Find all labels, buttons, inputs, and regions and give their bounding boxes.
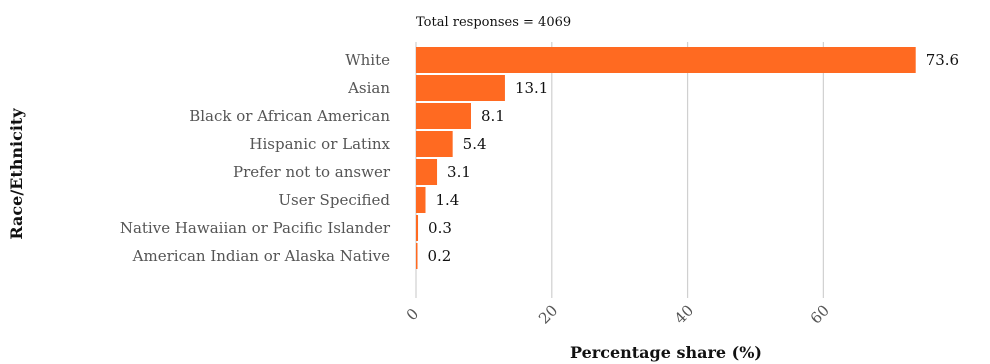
bar bbox=[416, 187, 426, 213]
value-label: 73.6 bbox=[926, 51, 959, 69]
category-label: White bbox=[345, 51, 390, 69]
bar bbox=[416, 243, 418, 269]
bar bbox=[416, 159, 438, 185]
x-tick-label: 40 bbox=[671, 301, 697, 327]
value-label: 5.4 bbox=[463, 135, 487, 153]
category-labels: White Asian Black or African American Hispa… bbox=[120, 51, 391, 265]
x-tick-labels: 0 20 40 60 bbox=[403, 301, 833, 327]
category-label: Asian bbox=[347, 79, 390, 97]
value-label: 3.1 bbox=[447, 163, 471, 181]
value-label: 8.1 bbox=[481, 107, 505, 125]
bar bbox=[416, 75, 505, 101]
bars bbox=[416, 47, 916, 269]
category-label: Native Hawaiian or Pacific Islander bbox=[120, 219, 391, 237]
x-tick-label: 60 bbox=[807, 301, 833, 327]
x-axis-title: Percentage share (%) bbox=[570, 343, 762, 362]
value-label: 0.3 bbox=[428, 219, 452, 237]
category-label: Prefer not to answer bbox=[233, 163, 391, 181]
value-label: 0.2 bbox=[428, 247, 452, 265]
category-label: Black or African American bbox=[189, 107, 390, 125]
value-labels: 73.6 13.1 8.1 5.4 3.1 1.4 0.3 0.2 bbox=[428, 51, 960, 265]
x-tick-label: 0 bbox=[403, 305, 422, 324]
bar bbox=[416, 215, 419, 241]
value-label: 1.4 bbox=[436, 191, 460, 209]
bar bbox=[416, 47, 916, 73]
bar bbox=[416, 103, 471, 129]
x-tick-label: 20 bbox=[535, 301, 561, 327]
total-responses-note: Total responses = 4069 bbox=[416, 15, 571, 30]
y-axis-title: Race/Ethnicity bbox=[7, 108, 26, 240]
bar bbox=[416, 131, 453, 157]
category-label: American Indian or Alaska Native bbox=[132, 247, 390, 265]
value-label: 13.1 bbox=[515, 79, 548, 97]
category-label: User Specified bbox=[278, 191, 390, 209]
category-label: Hispanic or Latinx bbox=[249, 135, 390, 153]
